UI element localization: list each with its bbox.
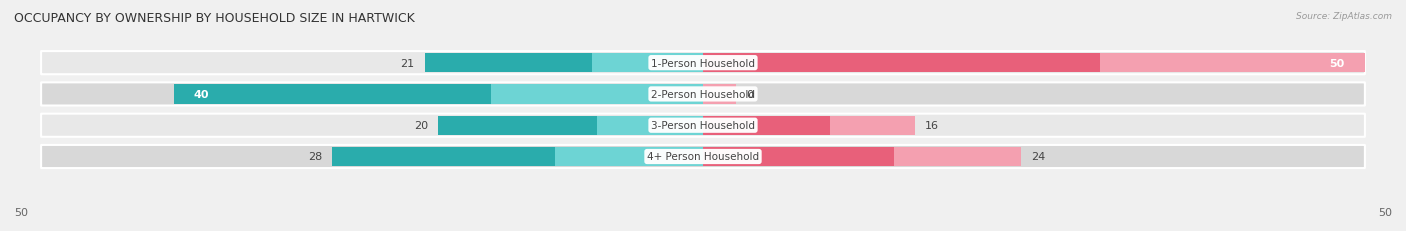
Bar xyxy=(703,147,1021,167)
Bar xyxy=(425,54,592,73)
Bar xyxy=(332,147,555,167)
Text: 24: 24 xyxy=(1031,152,1046,162)
FancyBboxPatch shape xyxy=(41,114,1365,137)
Bar xyxy=(703,147,894,167)
Text: 21: 21 xyxy=(401,58,415,68)
Bar xyxy=(332,147,703,167)
Text: 50: 50 xyxy=(1330,58,1344,68)
Text: 0: 0 xyxy=(747,90,754,100)
Bar xyxy=(703,85,737,104)
Text: 20: 20 xyxy=(413,121,427,131)
FancyBboxPatch shape xyxy=(41,52,1365,75)
Text: OCCUPANCY BY OWNERSHIP BY HOUSEHOLD SIZE IN HARTWICK: OCCUPANCY BY OWNERSHIP BY HOUSEHOLD SIZE… xyxy=(14,12,415,24)
Bar xyxy=(703,54,1365,73)
Text: 50: 50 xyxy=(1378,207,1392,217)
Text: 4+ Person Household: 4+ Person Household xyxy=(647,152,759,162)
Legend: Owner-occupied, Renter-occupied: Owner-occupied, Renter-occupied xyxy=(579,228,827,231)
Bar xyxy=(703,54,1099,73)
Text: 50: 50 xyxy=(14,207,28,217)
Text: 2-Person Household: 2-Person Household xyxy=(651,90,755,100)
FancyBboxPatch shape xyxy=(41,83,1365,106)
Text: 16: 16 xyxy=(925,121,939,131)
Text: 1-Person Household: 1-Person Household xyxy=(651,58,755,68)
Bar xyxy=(703,116,830,135)
Text: Source: ZipAtlas.com: Source: ZipAtlas.com xyxy=(1296,12,1392,21)
Text: 40: 40 xyxy=(194,90,209,100)
Bar xyxy=(439,116,598,135)
Bar xyxy=(174,85,703,104)
Bar xyxy=(174,85,491,104)
Text: 3-Person Household: 3-Person Household xyxy=(651,121,755,131)
Text: 28: 28 xyxy=(308,152,322,162)
FancyBboxPatch shape xyxy=(41,145,1365,168)
Bar xyxy=(439,116,703,135)
Bar xyxy=(425,54,703,73)
Bar xyxy=(703,116,915,135)
